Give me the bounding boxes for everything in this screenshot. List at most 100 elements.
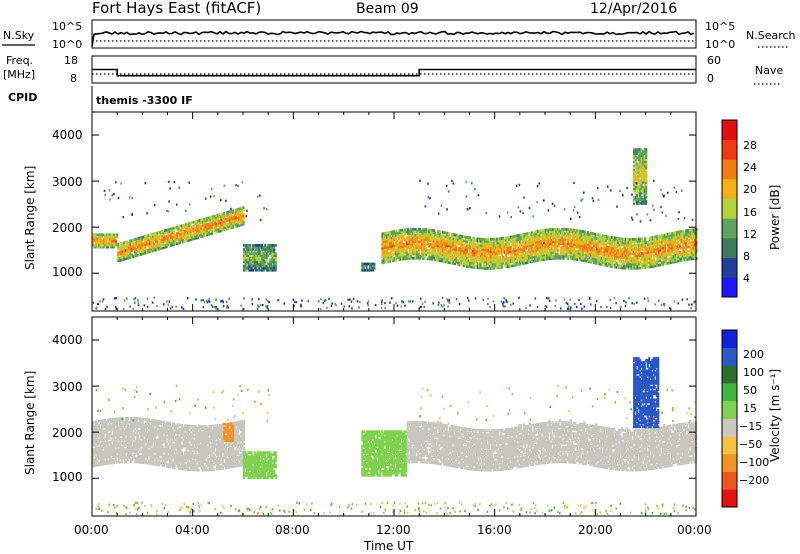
power-cell	[384, 233, 387, 237]
power-cell	[191, 235, 194, 239]
power-cell	[135, 244, 138, 247]
power-cell	[256, 260, 259, 264]
power-cell	[161, 230, 164, 233]
power-cell	[574, 302, 576, 306]
power-cell	[247, 256, 250, 260]
power-cell	[259, 250, 262, 253]
power-cell	[121, 247, 124, 251]
power-cell	[174, 226, 177, 229]
power-cell	[301, 299, 303, 302]
power-cell	[467, 208, 469, 211]
power-cell	[227, 214, 230, 218]
power-cell	[197, 230, 200, 233]
power-cbar-segment	[722, 120, 737, 140]
power-cell	[249, 262, 252, 266]
power-cell	[197, 223, 200, 227]
power-cell	[567, 305, 570, 308]
power-cell	[200, 220, 203, 224]
power-cell	[194, 226, 197, 230]
power-cell	[124, 249, 127, 252]
power-cbar-tick-28: 28	[743, 139, 757, 152]
power-cell	[691, 218, 694, 221]
power-cell	[652, 204, 654, 207]
power-cell	[145, 240, 148, 244]
power-cell	[121, 250, 124, 253]
power-cell	[382, 257, 385, 260]
power-cell	[133, 246, 136, 250]
power-cell	[257, 195, 259, 198]
power-cell	[111, 239, 114, 243]
power-cell	[195, 228, 198, 232]
power-cell	[264, 244, 267, 247]
power-cell	[619, 189, 621, 193]
nsky-line	[91, 30, 695, 47]
power-cell	[242, 212, 245, 216]
power-cell	[678, 211, 680, 214]
power-cell	[117, 253, 120, 257]
power-cell	[234, 210, 237, 214]
power-cell	[382, 259, 385, 262]
power-cell	[389, 253, 392, 257]
power-cell	[183, 223, 186, 227]
power-cell	[180, 230, 183, 234]
power-cell	[202, 306, 205, 309]
power-cell	[639, 220, 642, 223]
power-cell	[179, 233, 182, 236]
power-cell	[207, 222, 210, 226]
power-cell	[101, 233, 104, 237]
power-cell	[253, 256, 256, 260]
power-cell	[116, 233, 119, 237]
power-cell	[170, 233, 173, 237]
power-cell	[474, 297, 477, 300]
power-cell	[113, 193, 115, 196]
power-cell	[126, 257, 129, 260]
power-cell	[255, 268, 258, 272]
power-cell	[124, 245, 127, 248]
power-cell	[262, 254, 265, 257]
power-cell	[144, 245, 147, 249]
power-cell	[93, 243, 96, 247]
power-cell	[382, 244, 385, 248]
power-cell	[226, 304, 229, 307]
power-cell	[188, 226, 191, 230]
power-cell	[382, 236, 385, 239]
power-cell	[247, 258, 250, 262]
power-cell	[200, 225, 203, 228]
power-cell	[188, 236, 191, 240]
power-cell	[168, 230, 171, 233]
power-cell	[123, 307, 125, 311]
power-cell	[384, 244, 387, 247]
power-cell	[384, 260, 387, 264]
power-cell	[146, 212, 148, 215]
power-cell	[176, 203, 178, 206]
power-cell	[382, 250, 385, 254]
power-cell	[194, 220, 197, 224]
power-cell	[192, 225, 195, 228]
power-cell	[274, 254, 277, 257]
power-cell	[176, 234, 179, 237]
power-cell	[150, 233, 153, 236]
power-cell	[246, 258, 249, 262]
power-cbar-segment	[722, 257, 737, 278]
power-cell	[646, 213, 649, 216]
power-cell	[400, 305, 403, 308]
power-cell	[233, 211, 236, 214]
power-cell	[96, 241, 99, 245]
power-cell	[381, 236, 384, 240]
power-cell	[252, 254, 255, 257]
power-cell	[224, 217, 227, 221]
cpid-program: themis -3300 IF	[96, 94, 193, 107]
power-cell	[123, 255, 126, 259]
power-cell	[215, 224, 218, 228]
power-cell	[384, 256, 387, 260]
power-cell	[236, 214, 239, 217]
freq-label: Freq.	[6, 54, 33, 67]
power-cell	[271, 264, 274, 268]
power-cell	[250, 256, 253, 260]
power-cell	[370, 262, 373, 266]
power-cell	[331, 302, 333, 305]
power-cell	[236, 216, 239, 220]
power-cell	[159, 232, 162, 236]
power-cell	[170, 227, 173, 231]
power-cell	[213, 227, 216, 230]
